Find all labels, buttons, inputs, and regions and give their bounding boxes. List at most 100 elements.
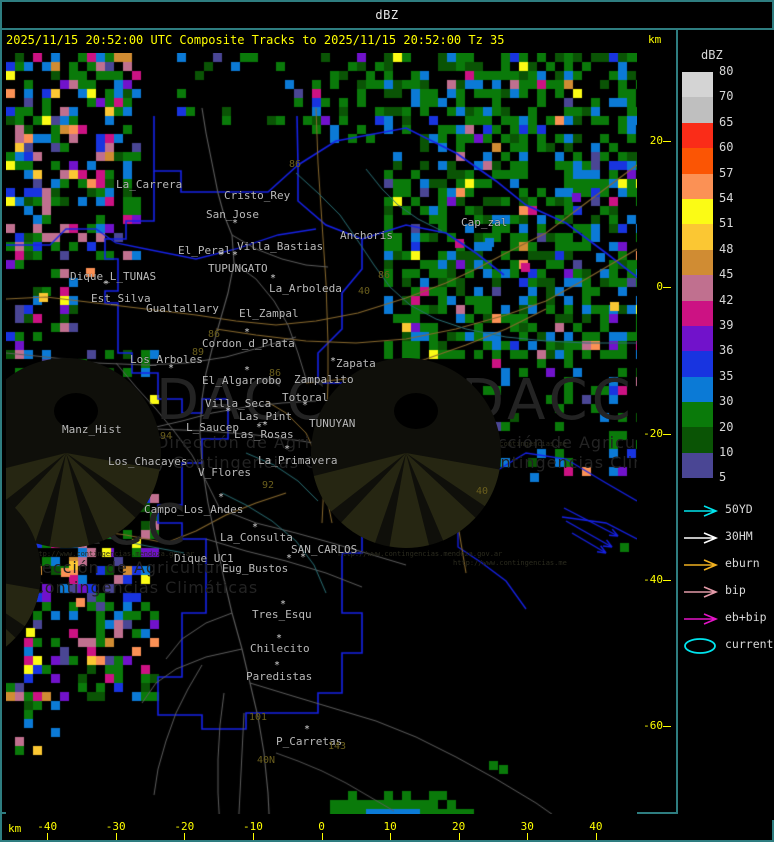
place-label: Cristo_Rey: [224, 189, 291, 202]
place-marker-icon: *: [252, 522, 259, 533]
colorbar-tick-label: 80: [719, 64, 734, 78]
place-label: Manz_Hist: [62, 423, 122, 436]
place-marker-icon: *: [168, 363, 175, 374]
y-axis-tick-mark: [663, 726, 671, 728]
place-label: Zapata: [336, 357, 376, 370]
y-axis-tick-mark: [663, 433, 671, 435]
colorbar-segment: [682, 351, 713, 377]
x-axis-tick-mark: [390, 833, 392, 840]
x-axis-tick-mark: [527, 833, 529, 840]
x-axis-tick-mark: [47, 833, 49, 840]
place-marker-icon: *: [244, 327, 251, 338]
x-axis-tick-label: -40: [37, 820, 58, 833]
place-marker-icon: *: [304, 724, 311, 735]
road-number-label: 92: [262, 480, 275, 491]
road-number-label: 143: [328, 741, 347, 752]
track-legend-item[interactable]: 50YD: [679, 498, 774, 525]
road-number-label: 89: [192, 347, 205, 358]
colorbar-tick-label: 65: [719, 114, 734, 129]
place-label: Villa_Bastias: [237, 240, 324, 253]
colorbar-segment: [682, 402, 713, 428]
colorbar-title: dBZ: [701, 48, 723, 62]
place-marker-icon: *: [232, 250, 239, 261]
frame-left: [0, 0, 2, 842]
place-label: Los_Chacayes: [108, 455, 188, 468]
colorbar-tick-label: 57: [719, 165, 734, 180]
place-label: Los_Arboles: [130, 353, 203, 366]
place-marker-icon: *: [280, 599, 287, 610]
colorbar-tick-label: 45: [719, 267, 734, 282]
place-label: Tres_Esqu: [252, 608, 312, 621]
colorbar-tick-label: 10: [719, 445, 734, 459]
window-title: dBZ: [2, 2, 772, 28]
place-label: Gualtallary: [146, 302, 219, 315]
colorbar-segment: [682, 376, 713, 403]
colorbar-segment: [682, 173, 713, 199]
colorbar-segment: [682, 427, 713, 453]
x-axis-tick-label: 40: [589, 820, 603, 833]
colorbar-tick-label: 20: [719, 419, 734, 434]
x-axis-tick-label: 0: [318, 820, 325, 833]
track-legend-label: eburn: [725, 556, 760, 570]
place-label: Anchoris: [340, 229, 393, 242]
track-legend: 50YD 30HM eburn bip eb+bip current: [679, 498, 774, 660]
place-marker-icon: *: [302, 400, 309, 411]
place-label: Las_Pint: [239, 410, 292, 423]
x-axis-tick-label: -30: [105, 820, 126, 833]
x-axis-tick-mark: [184, 833, 186, 840]
place-marker-icon: *: [218, 250, 225, 261]
place-label: Zampalito: [294, 373, 354, 386]
track-legend-label: 30HM: [725, 529, 753, 543]
track-legend-item[interactable]: eb+bip: [679, 606, 774, 633]
colorbar-tick-label: 39: [719, 318, 734, 332]
place-label: P_Carretas: [276, 735, 343, 748]
place-marker-icon: *: [270, 273, 277, 284]
place-marker-icon: *: [256, 422, 263, 433]
place-label: Dique_L_TUNAS: [70, 270, 157, 283]
colorbar-segment: [682, 275, 713, 301]
colorbar-gradient[interactable]: [682, 72, 713, 479]
place-label: TUNUYAN: [309, 417, 356, 430]
frame-top: [0, 0, 774, 2]
track-legend-item[interactable]: 30HM: [679, 525, 774, 552]
x-axis-tick-mark: [595, 833, 597, 840]
colorbar-segment: [682, 97, 713, 123]
y-axis-tick-label: -60: [643, 719, 663, 733]
place-marker-icon: *: [232, 218, 239, 229]
track-arrow-icon: [684, 505, 719, 517]
place-label: Villa_Seca: [205, 397, 272, 410]
track-legend-item[interactable]: eburn: [679, 552, 774, 579]
x-axis-tick-label: 10: [383, 820, 397, 833]
track-arrow-icon: [684, 559, 719, 571]
colorbar-tick-label: 30: [719, 394, 734, 409]
colorbar-segment: [682, 122, 713, 149]
y-axis-tick-mark: [663, 579, 671, 581]
place-label: Cordon_d_Plata: [202, 337, 295, 350]
track-arrow-icon: [684, 613, 719, 625]
x-axis-tick-label: 20: [452, 820, 466, 833]
place-label: La_Consulta: [220, 531, 293, 544]
place-label: Cap_zal: [461, 216, 508, 229]
y-axis-tick-mark: [663, 287, 671, 289]
place-marker-icon: *: [274, 660, 281, 671]
current-ellipse-icon: [684, 638, 716, 654]
colorbar-segment: [682, 72, 713, 98]
place-label: El_Peral: [178, 244, 231, 257]
track-legend-item[interactable]: bip: [679, 579, 774, 606]
dacc-logo-marks: [6, 358, 501, 647]
place-label: La_Arboleda: [269, 282, 342, 295]
track-legend-item[interactable]: current: [679, 633, 774, 660]
radar-plot-area[interactable]: DACC Dirección de Agricultura y Contingenc…: [6, 53, 637, 814]
frame-bottom: [0, 840, 774, 842]
place-label: Las_Rosas: [234, 428, 294, 441]
place-label: L_Saucep: [186, 421, 239, 434]
colorbar-tick-label: 35: [719, 368, 734, 383]
place-marker-icon: *: [330, 356, 337, 367]
road-number-label: 86: [378, 270, 391, 281]
place-label: Campo_Los_Andes: [144, 503, 244, 516]
colorbar-tick-label: 51: [719, 216, 734, 231]
x-axis-tick-mark: [252, 833, 254, 840]
x-axis-unit-label: km: [8, 822, 22, 835]
colorbar-tick-label: 60: [719, 140, 734, 155]
colorbar-tick-label: 36: [719, 343, 734, 358]
